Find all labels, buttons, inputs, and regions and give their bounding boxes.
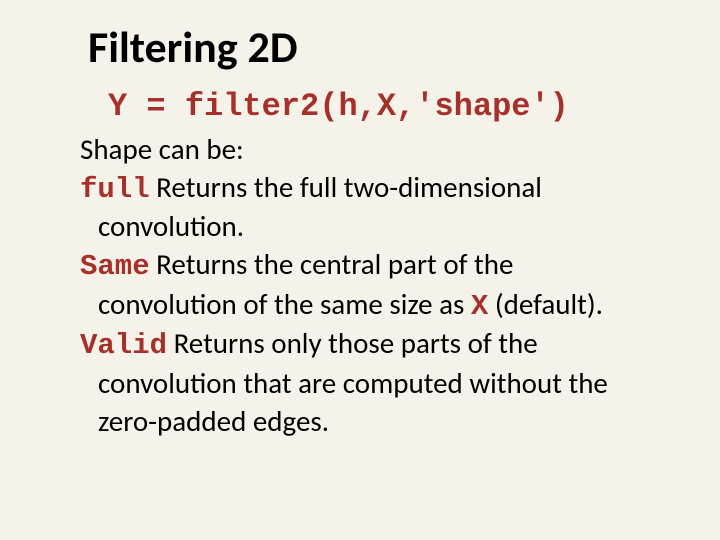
option-same-text-1: Returns the central part of the [150, 246, 514, 282]
option-full-text-2: convolution. [98, 208, 680, 246]
slide-title: Filtering 2D [88, 20, 680, 74]
code-syntax: Y = filter2(h,X,'shape') [108, 88, 680, 125]
option-full-text-1: Returns the full two-dimensional [150, 169, 542, 205]
option-same-x: X [471, 290, 488, 323]
option-key-full: full [80, 173, 150, 206]
option-same: Same Returns the central part of the [80, 246, 680, 286]
option-same-text-2a: convolution of the same size as [98, 286, 471, 322]
option-same-text-2b: (default). [488, 286, 603, 322]
option-valid-text-1: Returns only those parts of the [167, 325, 538, 361]
option-key-same: Same [80, 250, 150, 283]
intro-text: Shape can be: [80, 131, 680, 169]
option-full: full Returns the full two-dimensional [80, 169, 680, 209]
option-valid-text-2: convolution that are computed without th… [98, 365, 680, 403]
option-valid: Valid Returns only those parts of the [80, 325, 680, 365]
option-key-valid: Valid [80, 329, 167, 362]
option-valid-text-3: zero-padded edges. [98, 403, 680, 441]
option-same-text-2: convolution of the same size as X (defau… [98, 286, 680, 326]
